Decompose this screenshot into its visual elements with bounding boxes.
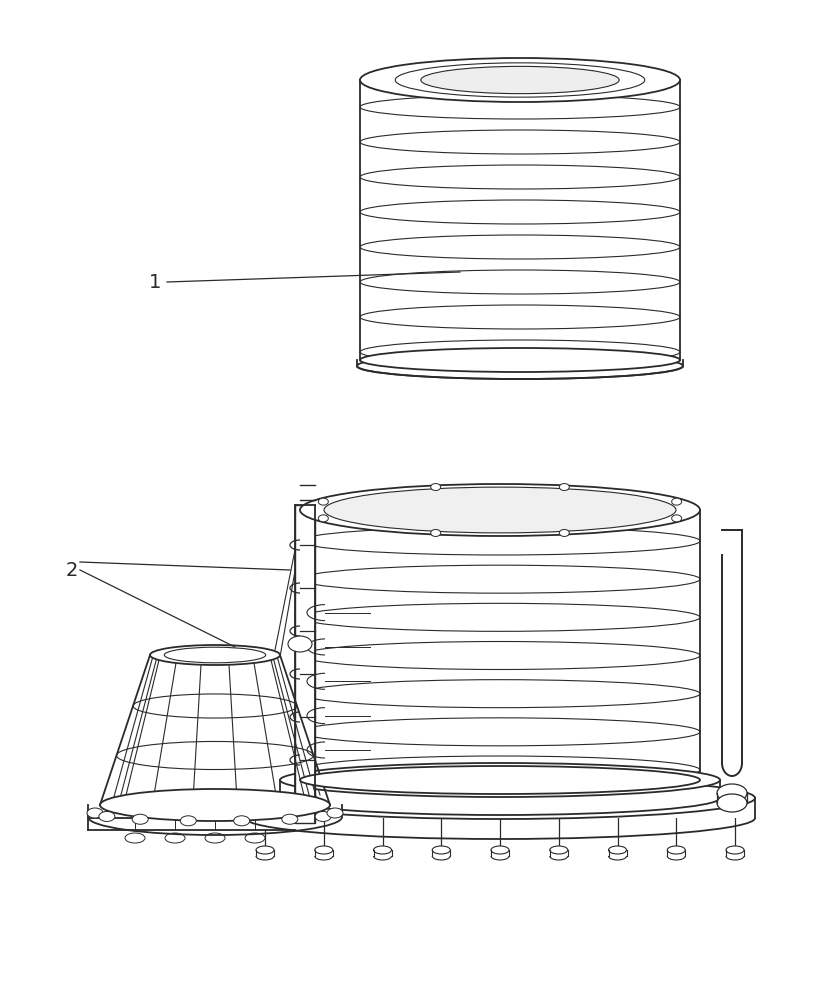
Ellipse shape [300, 718, 700, 746]
Ellipse shape [150, 645, 280, 665]
Ellipse shape [87, 808, 103, 818]
Ellipse shape [559, 529, 569, 536]
Ellipse shape [360, 200, 680, 224]
Ellipse shape [280, 763, 720, 797]
Ellipse shape [360, 130, 680, 154]
Ellipse shape [608, 846, 627, 854]
Ellipse shape [300, 756, 700, 784]
Polygon shape [295, 505, 315, 823]
Polygon shape [360, 80, 680, 360]
Ellipse shape [234, 816, 250, 826]
Ellipse shape [288, 636, 312, 652]
Ellipse shape [282, 814, 298, 824]
Ellipse shape [327, 808, 343, 818]
Polygon shape [88, 805, 342, 817]
Ellipse shape [132, 814, 149, 824]
Ellipse shape [421, 66, 619, 94]
Ellipse shape [360, 235, 680, 259]
Ellipse shape [357, 353, 683, 379]
Polygon shape [88, 818, 295, 830]
Polygon shape [280, 780, 720, 798]
Ellipse shape [667, 846, 686, 854]
Polygon shape [245, 798, 755, 818]
Ellipse shape [374, 846, 392, 854]
Ellipse shape [100, 789, 330, 821]
Ellipse shape [164, 647, 266, 663]
Text: 2: 2 [66, 560, 78, 580]
Ellipse shape [245, 777, 755, 819]
Ellipse shape [125, 833, 145, 843]
Ellipse shape [360, 340, 680, 364]
Polygon shape [300, 510, 700, 780]
Ellipse shape [395, 63, 645, 97]
Ellipse shape [99, 811, 115, 821]
Ellipse shape [432, 846, 450, 854]
Ellipse shape [300, 484, 700, 536]
Ellipse shape [256, 846, 274, 854]
Ellipse shape [300, 603, 700, 631]
Ellipse shape [300, 680, 700, 708]
Ellipse shape [431, 484, 441, 491]
Ellipse shape [360, 270, 680, 294]
Ellipse shape [319, 498, 329, 505]
Ellipse shape [205, 833, 225, 843]
Ellipse shape [315, 846, 333, 854]
Ellipse shape [360, 58, 680, 102]
Ellipse shape [300, 527, 700, 555]
Ellipse shape [300, 565, 700, 593]
Ellipse shape [726, 846, 744, 854]
Ellipse shape [165, 833, 185, 843]
Ellipse shape [559, 484, 569, 491]
Polygon shape [100, 652, 330, 805]
Ellipse shape [300, 642, 700, 670]
Ellipse shape [245, 833, 265, 843]
Ellipse shape [360, 305, 680, 329]
Text: 1: 1 [149, 272, 161, 292]
Ellipse shape [180, 816, 197, 826]
Ellipse shape [717, 794, 747, 812]
Ellipse shape [324, 487, 676, 533]
Ellipse shape [431, 529, 441, 536]
Ellipse shape [549, 846, 568, 854]
Ellipse shape [360, 348, 680, 372]
Ellipse shape [360, 165, 680, 189]
Ellipse shape [300, 766, 700, 794]
Ellipse shape [315, 811, 331, 821]
Ellipse shape [671, 515, 681, 522]
Ellipse shape [671, 498, 681, 505]
Ellipse shape [360, 95, 680, 119]
Ellipse shape [319, 515, 329, 522]
Ellipse shape [717, 784, 747, 802]
Ellipse shape [491, 846, 509, 854]
